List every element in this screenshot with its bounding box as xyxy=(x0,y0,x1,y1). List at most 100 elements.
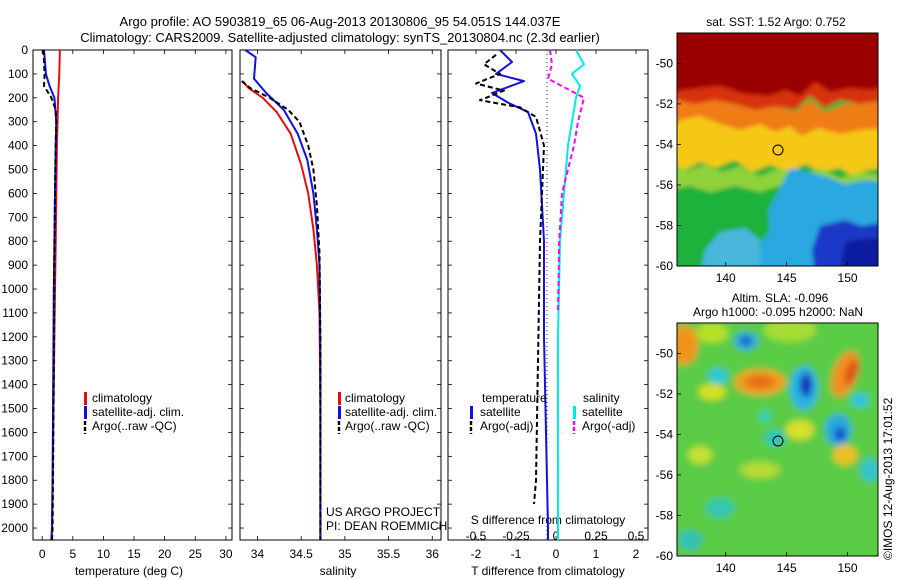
legend-label-sal-argo: Argo(-adj) xyxy=(582,419,635,433)
depth-tick-label: 400 xyxy=(8,139,28,153)
legend-label-temp-satellite: satellite xyxy=(480,405,521,419)
project-annotation: US ARGO PROJECT xyxy=(326,505,441,519)
x-tick-label: -2 xyxy=(471,547,482,561)
sla-argo-marker xyxy=(772,435,784,447)
depth-tick-label: 1900 xyxy=(1,497,28,511)
figure-title-line2: Climatology: CARS2009. Satellite-adjuste… xyxy=(80,30,600,45)
series-sal-satellite xyxy=(557,49,585,540)
legend-swatch-climatology xyxy=(338,392,341,405)
x-tick-label: 25 xyxy=(189,547,203,561)
sla-map-title-line1: Altim. SLA: -0.096 xyxy=(732,291,829,305)
salinity-plot-area xyxy=(239,49,442,541)
difference-plot-area xyxy=(447,49,649,541)
sla-map-y-ticks: -50 -52 -54 -56 -58 -60 xyxy=(656,346,681,563)
temperature-plot-area xyxy=(32,49,233,541)
map-y-tick-label: -50 xyxy=(656,56,674,70)
x-tick-label: 0 xyxy=(553,547,560,561)
depth-tick-label: 500 xyxy=(8,163,28,177)
depth-tick-label: 300 xyxy=(8,115,28,129)
map-x-tick-label: 150 xyxy=(838,561,858,575)
depth-tick-label: 1400 xyxy=(1,378,28,392)
x-tick-label: 34.5 xyxy=(289,547,313,561)
difference-legend: temperature salinity satellite Argo(-adj… xyxy=(469,391,635,434)
legend-swatch-temp-satellite xyxy=(470,406,473,419)
depth-tick-label: 800 xyxy=(8,234,28,248)
legend-label-climatology: climatology xyxy=(345,391,405,405)
legend-label-argo: Argo(..raw -QC) xyxy=(92,419,177,433)
x-tick-label: 5 xyxy=(69,547,76,561)
map-x-tick-label: 145 xyxy=(777,271,797,285)
temperature-x-ticks: 0 5 10 15 20 25 30 xyxy=(39,50,233,561)
x-tick-label: 30 xyxy=(219,547,233,561)
x-tick-label: 20 xyxy=(158,547,172,561)
salinity-legend: climatology satellite-adj. clim. Argo(..… xyxy=(337,391,437,434)
legend-swatch-climatology xyxy=(84,392,87,405)
x-tick-label: 2 xyxy=(633,547,640,561)
difference-series xyxy=(475,49,585,540)
sst-map-x-ticks: 140 145 150 xyxy=(716,262,858,285)
x-tick-label: 15 xyxy=(127,547,141,561)
legend-title-salinity: salinity xyxy=(583,391,620,405)
map-x-tick-label: 140 xyxy=(716,561,736,575)
sst-map-frame xyxy=(676,32,879,267)
pi-annotation: PI: DEAN ROEMMICH xyxy=(326,519,447,533)
figure-title-line1: Argo profile: AO 5903819_65 06-Aug-2013 … xyxy=(120,14,561,29)
series-temp-argo xyxy=(475,54,545,505)
depth-tick-label: 100 xyxy=(8,67,28,81)
legend-label-argo: Argo(..raw -QC) xyxy=(345,419,430,433)
map-y-tick-label: -58 xyxy=(656,508,674,522)
map-y-tick-label: -56 xyxy=(656,468,674,482)
map-y-tick-label: -52 xyxy=(656,97,674,111)
map-y-tick-label: -58 xyxy=(656,218,674,232)
x-tick-label: 36 xyxy=(426,547,440,561)
series-argo xyxy=(241,80,322,540)
temperature-legend: climatology satellite-adj. clim. Argo(..… xyxy=(83,391,184,434)
sla-map-image xyxy=(677,323,878,556)
map-x-tick-label: 145 xyxy=(777,561,797,575)
s-tick-label: 0 xyxy=(553,529,560,543)
series-argo xyxy=(42,49,58,541)
series-temp-satellite xyxy=(491,49,549,540)
x-tick-label: -1 xyxy=(511,547,522,561)
depth-tick-label: 900 xyxy=(8,258,28,272)
temperature-series xyxy=(42,49,61,541)
sst-argo-marker xyxy=(772,144,784,156)
map-y-tick-label: -52 xyxy=(656,387,674,401)
imos-timestamp: ©IMOS 12-Aug-2013 17:01:52 xyxy=(881,397,895,560)
depth-tick-label: 200 xyxy=(8,91,28,105)
sst-map-image xyxy=(677,33,878,266)
depth-tick-label: 1200 xyxy=(1,330,28,344)
depth-tick-label: 600 xyxy=(8,186,28,200)
depth-tick-label: 1800 xyxy=(1,473,28,487)
map-y-tick-label: -54 xyxy=(656,137,674,151)
legend-label-satellite: satellite-adj. clim. xyxy=(92,405,184,419)
depth-tick-label: 1700 xyxy=(1,449,28,463)
legend-swatch-satellite xyxy=(84,406,87,419)
sst-map-title: sat. SST: 1.52 Argo: 0.752 xyxy=(706,15,846,29)
depth-tick-label: 1000 xyxy=(1,282,28,296)
map-y-tick-label: -60 xyxy=(656,549,674,563)
depth-tick-label: 1600 xyxy=(1,425,28,439)
sla-map-title-line2: Argo h1000: -0.095 h2000: NaN xyxy=(693,305,863,319)
legend-label-temp-argo: Argo(-adj) xyxy=(480,419,533,433)
map-y-tick-label: -56 xyxy=(656,178,674,192)
legend-title-temperature: temperature xyxy=(482,391,547,405)
x-tick-label: 34 xyxy=(251,547,265,561)
x-tick-label: 35 xyxy=(338,547,352,561)
depth-axis: 0 100 200 300 400 500 600 700 800 900 1000 1100 1200… xyxy=(1,43,648,535)
legend-swatch-satellite xyxy=(338,406,341,419)
legend-label-satellite: satellite-adj. clim. xyxy=(345,405,437,419)
series-sal-argo xyxy=(547,49,585,313)
depth-tick-label: 1100 xyxy=(2,306,28,320)
temperature-x-label: temperature (deg C) xyxy=(75,564,183,578)
s-tick-label: 0.5 xyxy=(628,529,645,543)
s-tick-label: 0.25 xyxy=(584,529,608,543)
depth-tick-label: 0 xyxy=(21,43,28,57)
map-y-tick-label: -54 xyxy=(656,427,674,441)
salinity-x-ticks: 34 34.5 35 35.5 36 xyxy=(251,50,439,561)
depth-tick-label: 2000 xyxy=(1,521,28,535)
depth-tick-label: 1500 xyxy=(1,402,28,416)
s-tick-label: -0.5 xyxy=(466,529,487,543)
salinity-x-label: salinity xyxy=(320,564,357,578)
